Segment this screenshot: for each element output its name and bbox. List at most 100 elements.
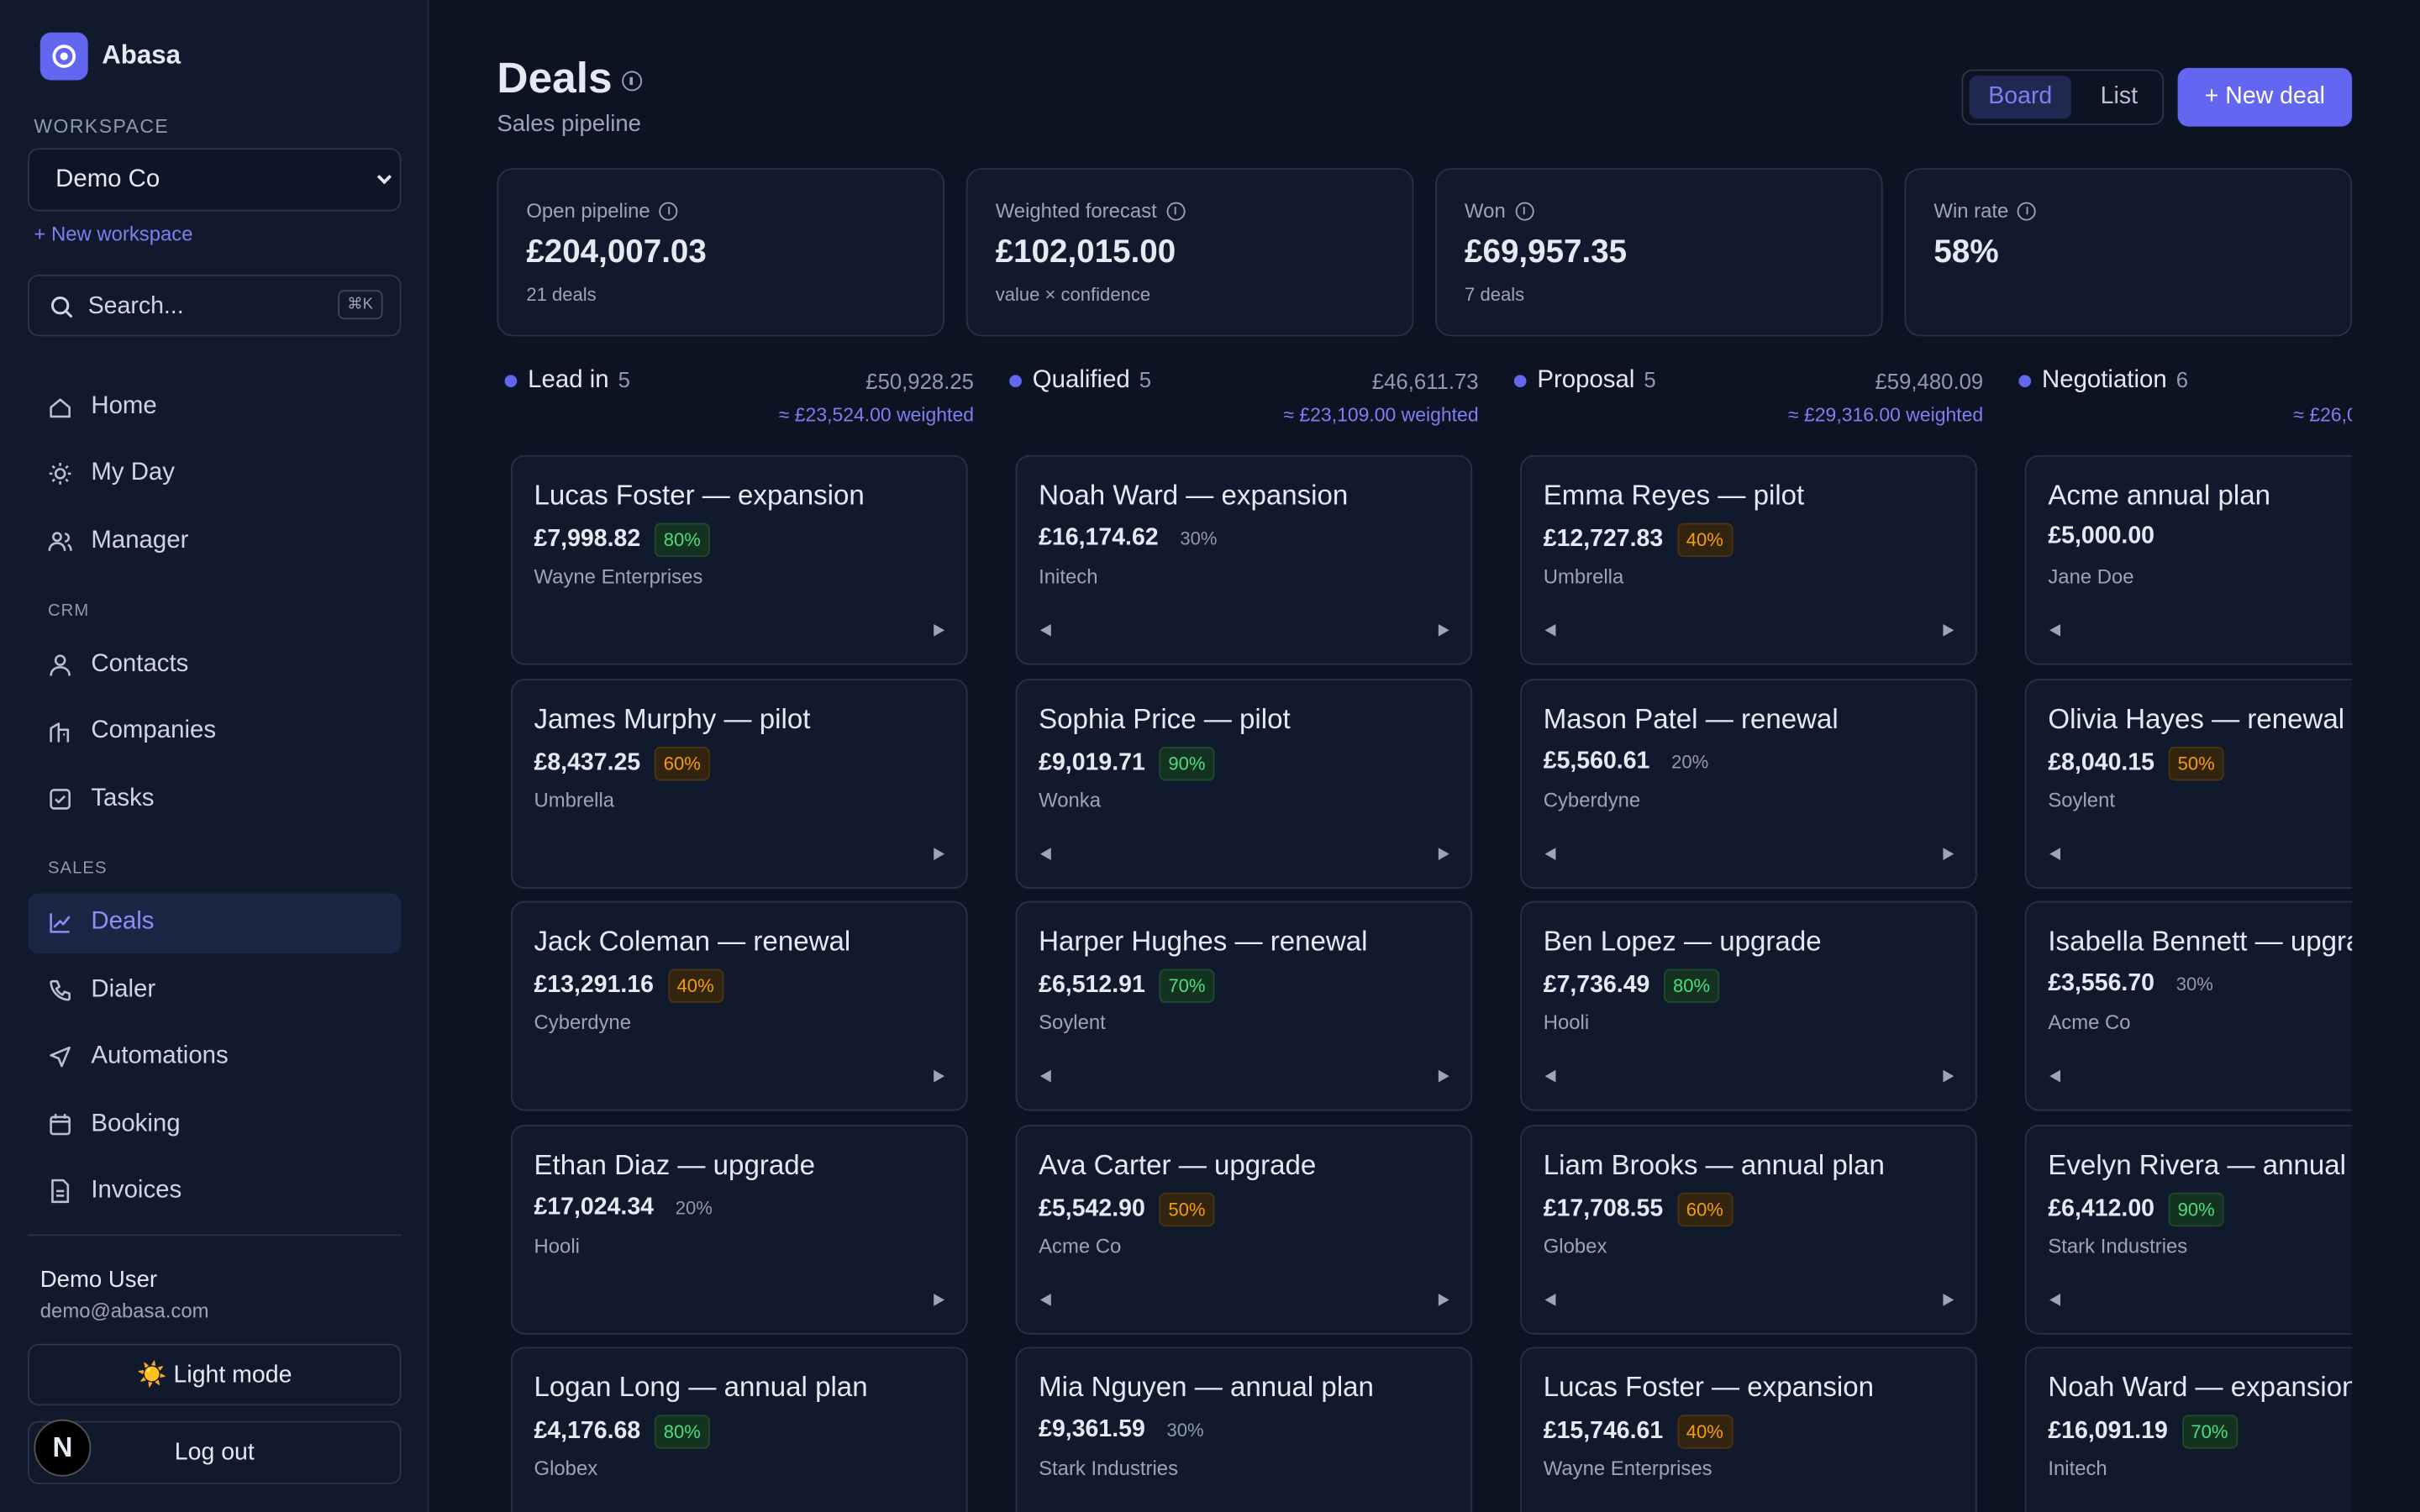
move-right-icon[interactable]: [932, 1292, 946, 1306]
deal-card[interactable]: Emma Reyes — pilot £12,727.83 40% Umbrella: [1520, 454, 1977, 665]
move-left[interactable]: [1544, 1286, 1558, 1314]
move-right-icon[interactable]: [1437, 846, 1451, 860]
move-right-icon[interactable]: [1942, 1292, 1956, 1306]
deal-card[interactable]: Olivia Hayes — renewal £8,040.15 50% Soylen…: [2024, 678, 2353, 889]
nav-item[interactable]: Automations: [28, 1027, 401, 1088]
move-left-icon[interactable]: [1544, 623, 1558, 638]
move-left-icon[interactable]: [2048, 1292, 2062, 1306]
deal-card[interactable]: Logan Long — annual plan £4,176.68 80% Glob…: [510, 1347, 968, 1512]
move-left-icon[interactable]: [1544, 1292, 1558, 1306]
dev-badge[interactable]: N: [34, 1419, 92, 1477]
move-left-icon[interactable]: [2048, 846, 2062, 860]
nav-item[interactable]: Contacts: [28, 635, 401, 696]
deal-card[interactable]: Lucas Foster — expansion £15,746.61 40% Way…: [1520, 1347, 1977, 1512]
workspace-select[interactable]: Demo Co: [28, 148, 402, 212]
move-right[interactable]: [1437, 1509, 1451, 1512]
nav-item[interactable]: Dialer: [28, 960, 401, 1021]
deal-card[interactable]: Mason Patel — renewal £5,560.61 20% Cyberdy…: [1520, 678, 1977, 889]
move-right-icon[interactable]: [932, 623, 946, 638]
move-left-icon[interactable]: [2048, 623, 2062, 638]
move-right-icon[interactable]: [1437, 1069, 1451, 1084]
move-left[interactable]: [1039, 1286, 1053, 1314]
move-left-icon[interactable]: [1039, 623, 1053, 638]
move-left[interactable]: [2048, 617, 2062, 645]
move-left[interactable]: [2048, 1063, 2062, 1091]
info-icon[interactable]: [2018, 201, 2037, 220]
deal-card[interactable]: Liam Brooks — annual plan £17,708.55 60% Gl…: [1520, 1124, 1977, 1334]
move-right-icon[interactable]: [932, 846, 946, 860]
move-left[interactable]: [1544, 617, 1558, 645]
deal-card[interactable]: Ava Carter — upgrade £5,542.90 50% Acme Co: [1015, 1124, 1473, 1334]
info-icon[interactable]: [1165, 201, 1185, 220]
deal-card[interactable]: Acme annual plan £5,000.00 Jane Doe: [2024, 454, 2353, 665]
move-left[interactable]: [2048, 1286, 2062, 1314]
move-right[interactable]: [1942, 1063, 1956, 1091]
search-box[interactable]: Search... ⌘K: [28, 274, 402, 337]
move-left-icon[interactable]: [1544, 846, 1558, 860]
move-right-icon[interactable]: [1942, 1069, 1956, 1084]
list-view[interactable]: List: [2100, 83, 2138, 110]
move-left[interactable]: [1039, 840, 1053, 868]
deal-card[interactable]: Sophia Price — pilot £9,019.71 90% Wonka: [1015, 678, 1473, 889]
move-right-icon[interactable]: [1437, 623, 1451, 638]
nav-item[interactable]: Tasks: [28, 769, 401, 830]
move-left[interactable]: [2048, 1509, 2062, 1512]
nav-item[interactable]: Invoices: [28, 1163, 401, 1223]
move-right[interactable]: [1437, 1063, 1451, 1091]
move-right[interactable]: [932, 1286, 946, 1314]
new-deal-button[interactable]: + New deal: [2177, 67, 2353, 127]
move-right[interactable]: [1437, 1286, 1451, 1314]
move-right[interactable]: [1437, 840, 1451, 868]
nav-item[interactable]: Companies: [28, 702, 401, 763]
deal-card[interactable]: James Murphy — pilot £8,437.25 60% Umbrella: [510, 678, 968, 889]
move-right[interactable]: [1942, 840, 1956, 868]
deal-card[interactable]: Isabella Bennett — upgra £3,556.70 30% Acme…: [2024, 900, 2353, 1111]
move-right[interactable]: [1942, 1286, 1956, 1314]
deal-card[interactable]: Jack Coleman — renewal £13,291.16 40% Cyber…: [510, 900, 968, 1111]
move-left-icon[interactable]: [1039, 1069, 1053, 1084]
move-right[interactable]: [932, 617, 946, 645]
deal-card[interactable]: Ethan Diaz — upgrade £17,024.34 20% Hooli: [510, 1124, 968, 1334]
move-left[interactable]: [1039, 617, 1053, 645]
move-right-icon[interactable]: [1942, 623, 1956, 638]
info-icon[interactable]: [622, 71, 643, 92]
info-icon[interactable]: [1514, 201, 1534, 220]
light-mode-button[interactable]: ☀️ Light mode: [28, 1343, 402, 1406]
move-left[interactable]: [2048, 840, 2062, 868]
deal-card[interactable]: Ben Lopez — upgrade £7,736.49 80% Hooli: [1520, 900, 1977, 1111]
move-right-icon[interactable]: [932, 1069, 946, 1084]
move-left[interactable]: [1544, 1063, 1558, 1091]
nav-item[interactable]: Home: [28, 377, 401, 438]
nav-item[interactable]: Booking: [28, 1095, 401, 1156]
move-left[interactable]: [1544, 1509, 1558, 1512]
board-view[interactable]: Board: [1969, 76, 2071, 119]
nav-item[interactable]: Manager: [28, 512, 401, 572]
move-right[interactable]: [932, 1063, 946, 1091]
move-left-icon[interactable]: [1039, 846, 1053, 860]
deal-card[interactable]: Evelyn Rivera — annual p £6,412.00 90% Star…: [2024, 1124, 2353, 1334]
move-left[interactable]: [1544, 840, 1558, 868]
new-workspace-link[interactable]: + New workspace: [34, 222, 193, 246]
nav-item[interactable]: Deals: [28, 893, 402, 953]
move-left-icon[interactable]: [1544, 1069, 1558, 1084]
move-right[interactable]: [1437, 617, 1451, 645]
deal-card[interactable]: Lucas Foster — expansion £7,998.82 80% Wayn…: [510, 454, 968, 665]
deal-card[interactable]: Harper Hughes — renewal £6,512.91 70% Soyle…: [1015, 900, 1473, 1111]
move-right[interactable]: [1942, 1509, 1956, 1512]
deal-card[interactable]: Noah Ward — expansion £16,091.19 70% Initec…: [2024, 1347, 2353, 1512]
move-right[interactable]: [932, 1509, 946, 1512]
move-right-icon[interactable]: [1942, 846, 1956, 860]
move-left[interactable]: [1039, 1063, 1053, 1091]
move-right[interactable]: [932, 840, 946, 868]
move-right[interactable]: [1942, 617, 1956, 645]
column-name-text: Lead in: [528, 367, 609, 394]
info-icon[interactable]: [659, 201, 678, 220]
deal-card[interactable]: Mia Nguyen — annual plan £9,361.59 30% Star…: [1015, 1347, 1473, 1512]
deal-card[interactable]: Noah Ward — expansion £16,174.62 30% Initec…: [1015, 454, 1473, 665]
move-left[interactable]: [1039, 1509, 1053, 1512]
move-left-icon[interactable]: [2048, 1069, 2062, 1084]
deal-amount: £9,019.71 90%: [1039, 746, 1215, 780]
move-right-icon[interactable]: [1437, 1292, 1451, 1306]
move-left-icon[interactable]: [1039, 1292, 1053, 1306]
nav-item[interactable]: My Day: [28, 444, 401, 505]
